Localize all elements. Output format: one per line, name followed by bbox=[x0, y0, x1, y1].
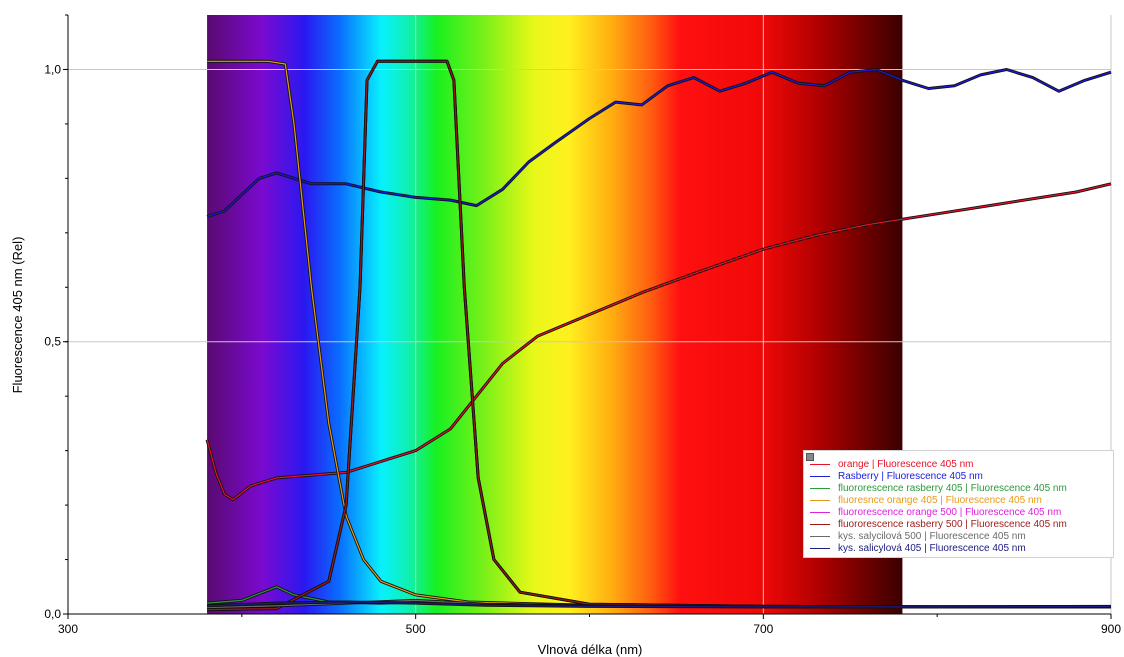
legend-entry: fluororescence rasberry 500 | Fluorescen… bbox=[810, 519, 1110, 530]
series-lines bbox=[205, 59, 1112, 612]
legend-swatch bbox=[810, 476, 830, 477]
legend-label: fluororescence rasberry 405 | Fluorescen… bbox=[838, 483, 1067, 494]
x-tick-label: 700 bbox=[753, 622, 773, 636]
legend-swatch bbox=[810, 512, 830, 513]
y-axis-title: Fluorescence 405 nm (Rel) bbox=[10, 237, 25, 394]
x-tick-label: 500 bbox=[406, 622, 426, 636]
legend-label: fluororescence rasberry 500 | Fluorescen… bbox=[838, 519, 1067, 530]
legend-entry: fluoresnce orange 405 | Fluorescence 405… bbox=[810, 495, 1110, 506]
legend-swatch bbox=[810, 488, 830, 489]
y-axis-ticks: 0,0 0,5 1,0 bbox=[44, 14, 68, 621]
legend-swatch bbox=[810, 524, 830, 525]
y-tick-label: 0,5 bbox=[44, 335, 61, 349]
legend-label: kys. salicylová 405 | Fluorescence 405 n… bbox=[838, 543, 1026, 554]
legend-label: kys. salycilová 500 | Fluorescence 405 n… bbox=[838, 531, 1026, 542]
legend-entry: orange | Fluorescence 405 nm bbox=[810, 459, 1110, 470]
legend-label: orange | Fluorescence 405 nm bbox=[838, 459, 974, 470]
legend-swatch bbox=[810, 464, 830, 465]
series-line bbox=[206, 68, 1112, 218]
legend-label: Rasberry | Fluorescence 405 nm bbox=[838, 471, 983, 482]
legend-entry: Rasberry | Fluorescence 405 nm bbox=[810, 471, 1110, 482]
legend-entry: fluororescence orange 500 | Fluorescence… bbox=[810, 507, 1110, 518]
x-axis-ticks: 300 500 700 900 bbox=[58, 614, 1121, 636]
y-tick-label: 0,0 bbox=[44, 607, 61, 621]
legend-label: fluororescence orange 500 | Fluorescence… bbox=[838, 507, 1062, 518]
legend[interactable]: orange | Fluorescence 405 nm Rasberry | F… bbox=[803, 450, 1114, 558]
legend-swatch bbox=[810, 548, 830, 549]
x-axis-title: Vlnová délka (nm) bbox=[538, 642, 643, 657]
legend-swatch bbox=[810, 536, 830, 537]
legend-handle-icon[interactable] bbox=[806, 453, 814, 461]
x-tick-label: 900 bbox=[1101, 622, 1121, 636]
series-line bbox=[207, 601, 1112, 608]
series-line bbox=[206, 183, 1112, 501]
legend-entry: kys. salycilová 500 | Fluorescence 405 n… bbox=[810, 531, 1110, 542]
x-tick-label: 300 bbox=[58, 622, 78, 636]
gridlines bbox=[68, 15, 1112, 614]
legend-swatch bbox=[810, 500, 830, 501]
legend-entry: kys. salicylová 405 | Fluorescence 405 n… bbox=[810, 543, 1110, 554]
y-tick-label: 1,0 bbox=[44, 62, 61, 76]
legend-label: fluoresnce orange 405 | Fluorescence 405… bbox=[838, 495, 1042, 506]
legend-entry: fluororescence rasberry 405 | Fluorescen… bbox=[810, 483, 1110, 494]
visible-spectrum-band bbox=[207, 15, 903, 614]
